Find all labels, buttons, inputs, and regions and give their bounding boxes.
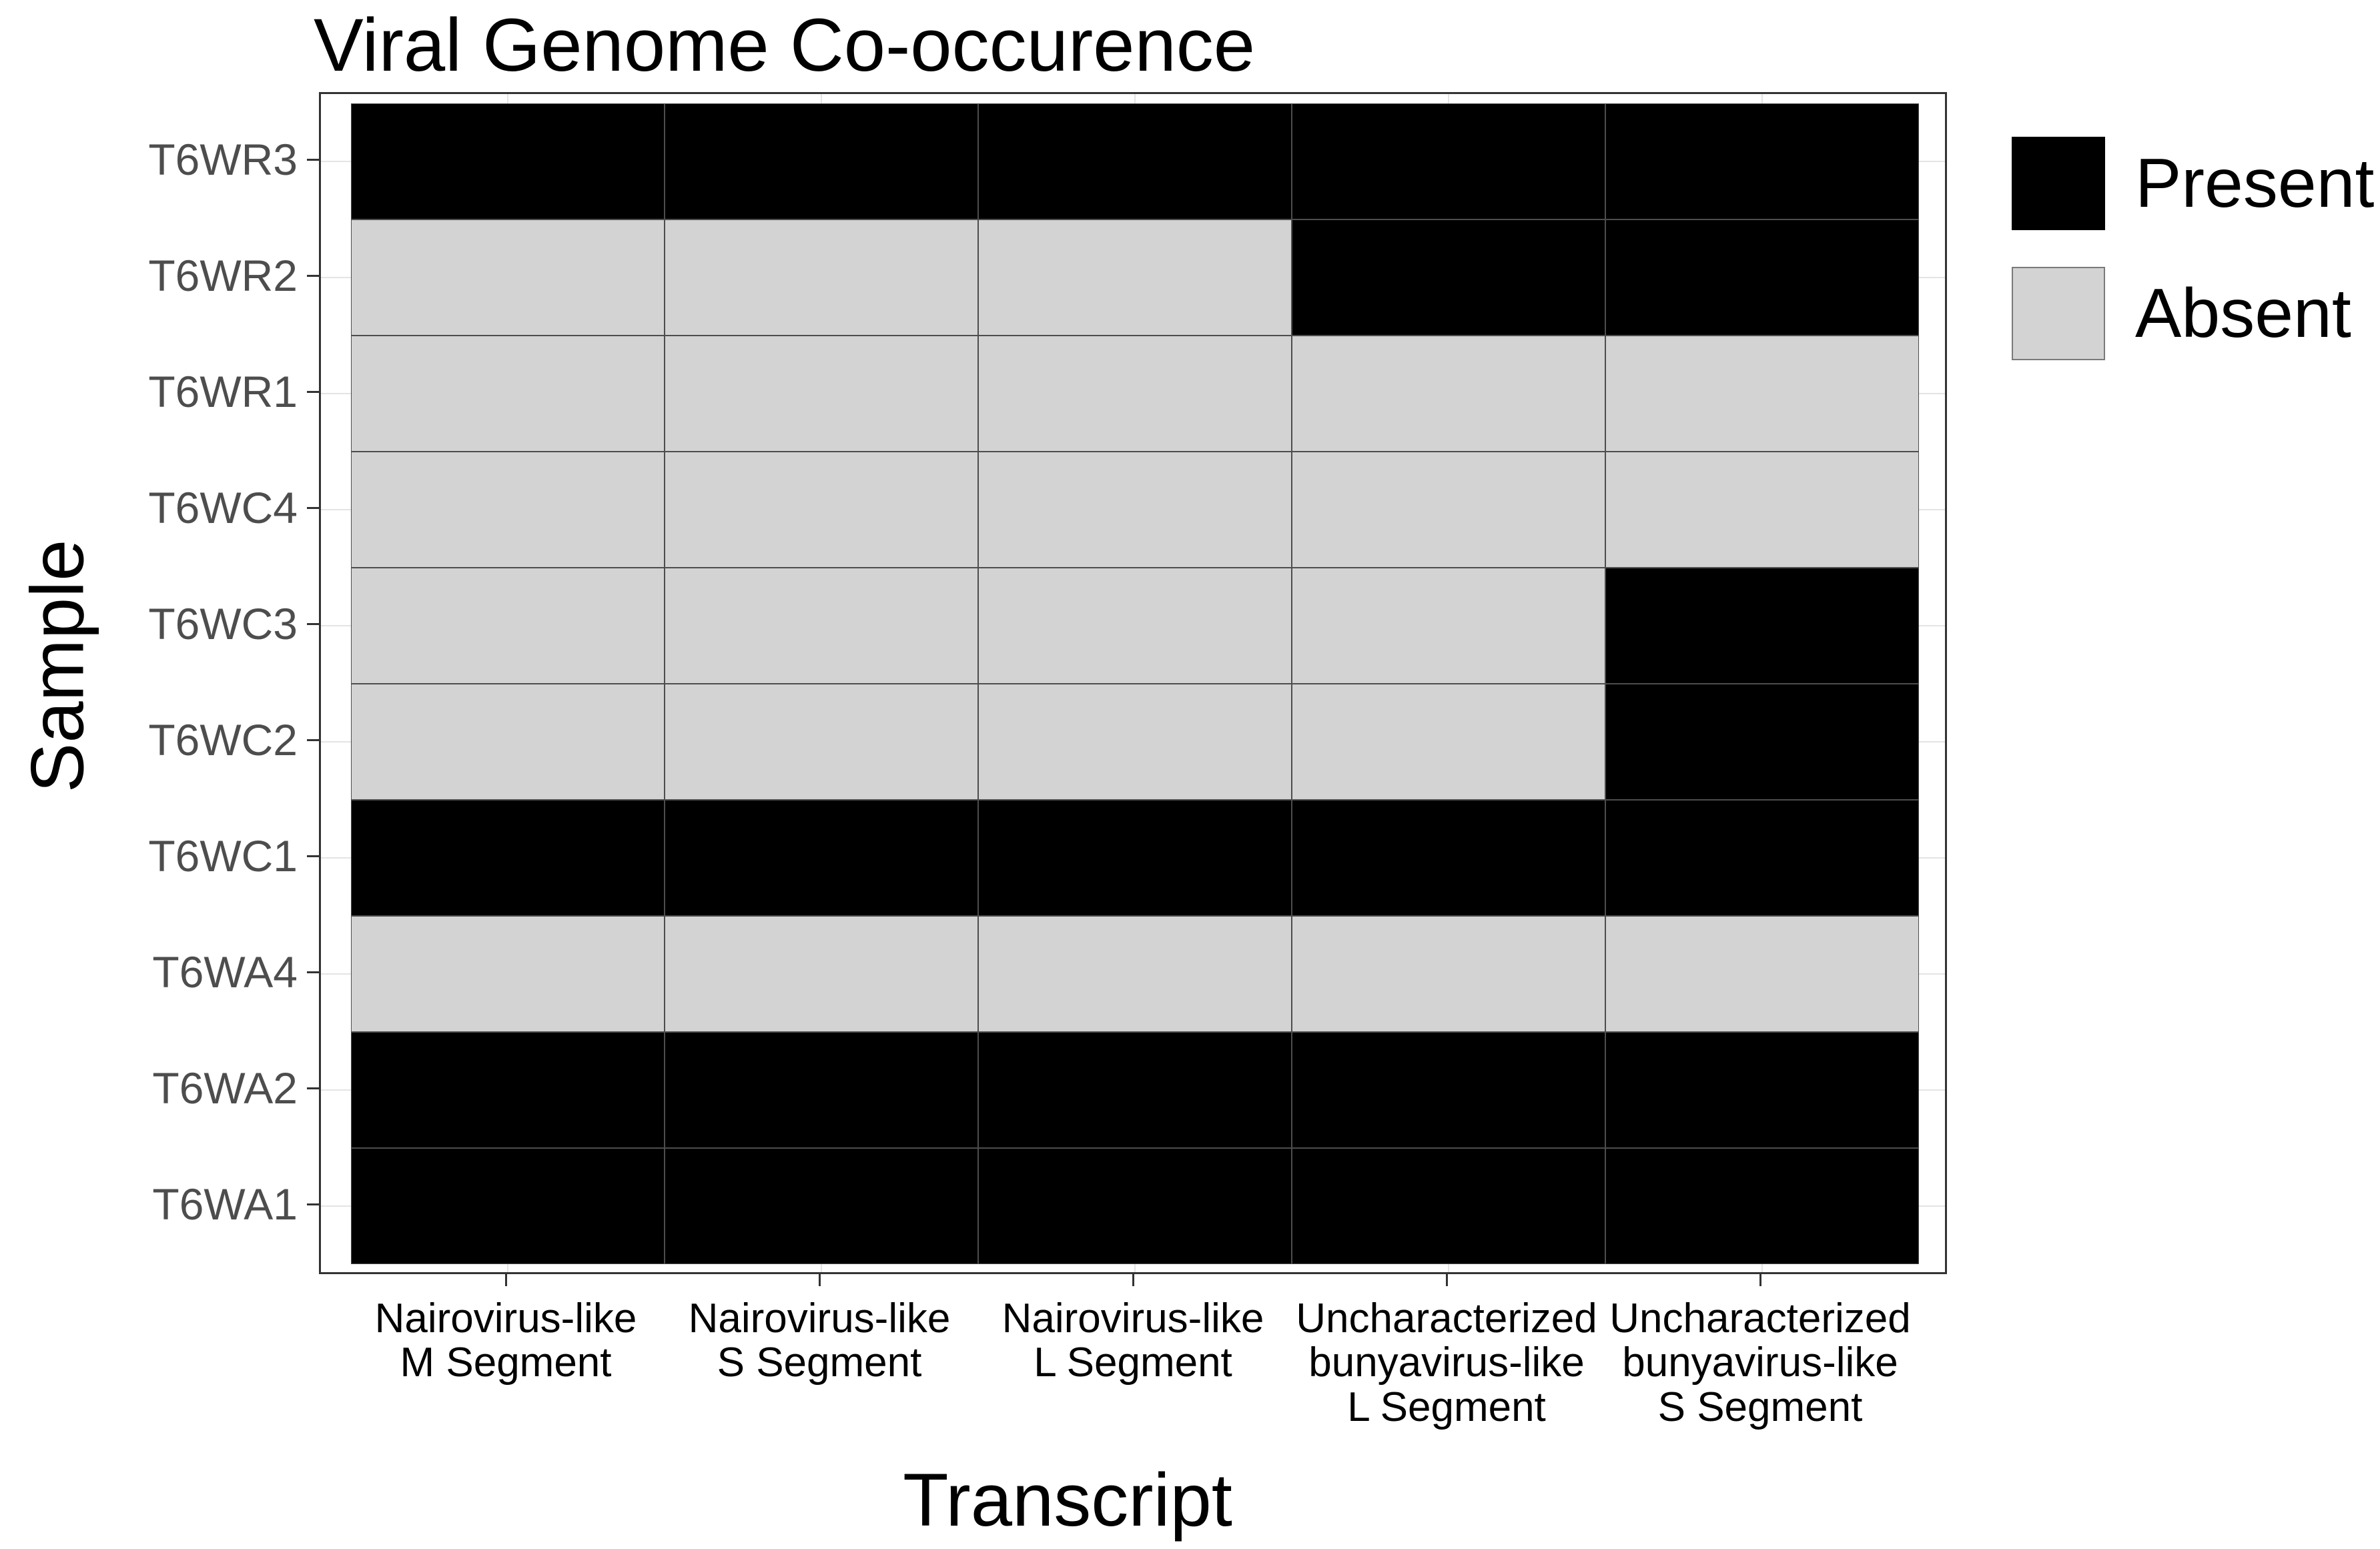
x-axis-tick [1759, 1274, 1761, 1286]
x-axis-tick [1445, 1274, 1448, 1286]
heatmap-tile [351, 1148, 665, 1264]
heatmap-tile [1292, 219, 1605, 336]
heatmap-tile [978, 336, 1292, 452]
heatmap-tile [665, 219, 978, 336]
heatmap-tile [665, 452, 978, 568]
heatmap-tile [1605, 103, 1919, 219]
heatmap-tile [978, 1148, 1292, 1264]
y-tick-label: T6WC1 [148, 831, 298, 881]
heatmap-tile [1292, 684, 1605, 800]
y-tick-label: T6WR3 [148, 135, 298, 184]
heatmap-tile [978, 219, 1292, 336]
heatmap-tile [978, 916, 1292, 1032]
heatmap-tile [1605, 1032, 1919, 1148]
y-tick-label: T6WR2 [148, 251, 298, 300]
heatmap-tile [978, 568, 1292, 684]
x-axis-tick [1132, 1274, 1134, 1286]
heatmap-tile [1605, 916, 1919, 1032]
x-tick-label: Nairovirus-like M Segment [374, 1296, 637, 1386]
y-axis-tick [307, 274, 319, 277]
y-tick-label: T6WA2 [152, 1063, 298, 1113]
heatmap-tile [351, 103, 665, 219]
y-tick-label: T6WC2 [148, 715, 298, 764]
x-axis-tick [818, 1274, 821, 1286]
y-axis-tick [307, 1203, 319, 1205]
heatmap-tile [1605, 452, 1919, 568]
heatmap-tile [1605, 336, 1919, 452]
heatmap-tile [1292, 336, 1605, 452]
heatmap-tile [1605, 684, 1919, 800]
y-tick-label: T6WA4 [152, 947, 298, 997]
x-axis-tick [504, 1274, 507, 1286]
y-axis-tick [307, 506, 319, 509]
y-axis-tick [307, 971, 319, 973]
heatmap-tile [1292, 1032, 1605, 1148]
y-tick-label: T6WA1 [152, 1179, 298, 1229]
heatmap-tile [1292, 1148, 1605, 1264]
x-tick-label: Nairovirus-like S Segment [688, 1296, 951, 1386]
y-axis-tick [307, 390, 319, 393]
y-tick-label: T6WC4 [148, 483, 298, 532]
y-axis-tick [307, 738, 319, 741]
heatmap-tile [665, 800, 978, 916]
heatmap-tile [665, 103, 978, 219]
heatmap-tile [1605, 800, 1919, 916]
heatmap-tiles [351, 103, 1919, 1264]
legend-label-absent: Absent [2135, 274, 2351, 352]
heatmap-tile [978, 684, 1292, 800]
heatmap-tile [351, 336, 665, 452]
heatmap-tile [665, 1148, 978, 1264]
heatmap-tile [1605, 568, 1919, 684]
y-axis-tick [307, 158, 319, 161]
heatmap-tile [1605, 219, 1919, 336]
heatmap-tile [665, 568, 978, 684]
heatmap-tile [978, 103, 1292, 219]
x-tick-label: Nairovirus-like L Segment [1002, 1296, 1264, 1386]
heatmap-tile [1605, 1148, 1919, 1264]
x-tick-label: Uncharacterized bunyavirus-like L Segmen… [1296, 1296, 1597, 1430]
heatmap-tile [665, 684, 978, 800]
chart-title: Viral Genome Co-occurence [314, 3, 1256, 87]
y-tick-label: T6WC3 [148, 599, 298, 648]
heatmap-tile [1292, 452, 1605, 568]
heatmap-tile [351, 568, 665, 684]
y-tick-label: T6WR1 [148, 367, 298, 416]
heatmap-tile [665, 1032, 978, 1148]
y-axis-tick [307, 1087, 319, 1089]
heatmap-tile [665, 336, 978, 452]
heatmap-tile [978, 800, 1292, 916]
x-tick-label: Uncharacterized bunyavirus-like S Segmen… [1609, 1296, 1911, 1430]
heatmap-tile [978, 452, 1292, 568]
y-axis-tick [307, 622, 319, 625]
heatmap-tile [351, 219, 665, 336]
legend-label-present: Present [2135, 144, 2375, 222]
heatmap-tile [351, 800, 665, 916]
heatmap-tile [1292, 568, 1605, 684]
heatmap-tile [351, 684, 665, 800]
absent-swatch-icon [2012, 267, 2105, 360]
heatmap-tile [351, 452, 665, 568]
heatmap-tile [978, 1032, 1292, 1148]
present-swatch-icon [2012, 137, 2105, 230]
heatmap-tile [351, 916, 665, 1032]
heatmap-tile [351, 1032, 665, 1148]
heatmap-tile [1292, 800, 1605, 916]
heatmap-tile [1292, 103, 1605, 219]
y-axis-tick [307, 855, 319, 857]
y-axis-title: Sample [15, 539, 99, 793]
plot-panel [319, 92, 1947, 1274]
x-axis-title: Transcript [903, 1458, 1232, 1542]
heatmap-tile [1292, 916, 1605, 1032]
heatmap-tile [665, 916, 978, 1032]
